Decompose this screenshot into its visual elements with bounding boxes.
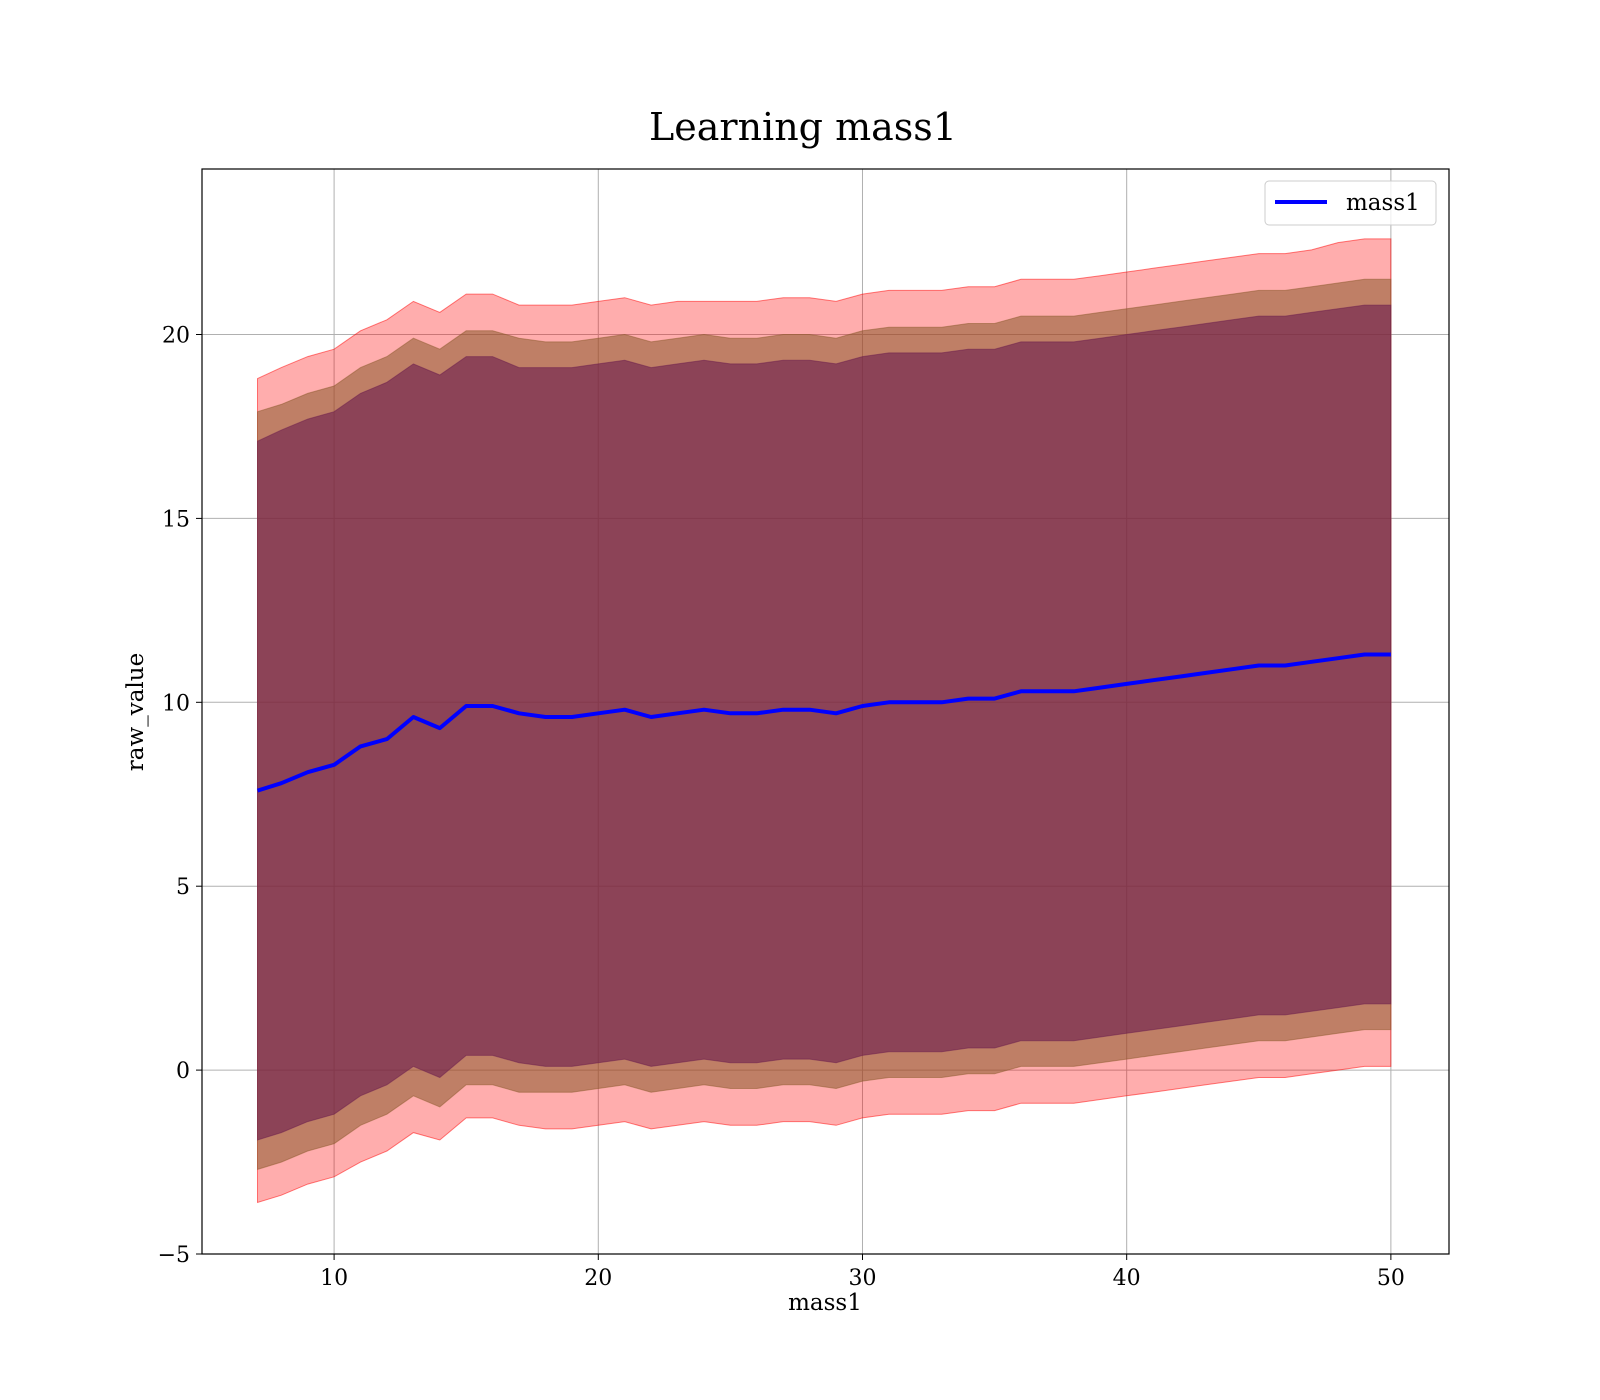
plot-frame	[201, 168, 1450, 1255]
y-ticks: −5 0 5 10 15 20	[158, 324, 202, 1268]
x-ticks: 10 20 30 40 50	[320, 1254, 1405, 1291]
chart-title: Learning mass1	[649, 105, 957, 149]
confidence-bands	[257, 238, 1392, 1204]
series-lines	[256, 652, 1391, 793]
x-tick-label: 30	[848, 1266, 876, 1291]
x-tick-label: 40	[1113, 1266, 1141, 1291]
x-axis-label: mass1	[788, 1290, 862, 1316]
y-tick-label: −5	[158, 1243, 190, 1268]
y-tick-label: 0	[176, 1059, 190, 1084]
series-line-mass1	[256, 652, 1391, 793]
y-tick-label: 5	[176, 875, 190, 900]
legend-label-mass1: mass1	[1346, 190, 1420, 216]
y-axis-label: raw_value	[123, 653, 149, 771]
x-tick-label: 20	[584, 1266, 612, 1291]
y-tick-label: 10	[162, 691, 190, 716]
band-inner	[257, 304, 1392, 1141]
legend-box	[1264, 180, 1437, 226]
y-tick-label: 15	[162, 507, 190, 532]
legend: mass1	[1264, 180, 1437, 226]
x-tick-label: 50	[1377, 1266, 1405, 1291]
y-tick-label: 20	[162, 324, 190, 349]
x-tick-label: 10	[320, 1266, 348, 1291]
